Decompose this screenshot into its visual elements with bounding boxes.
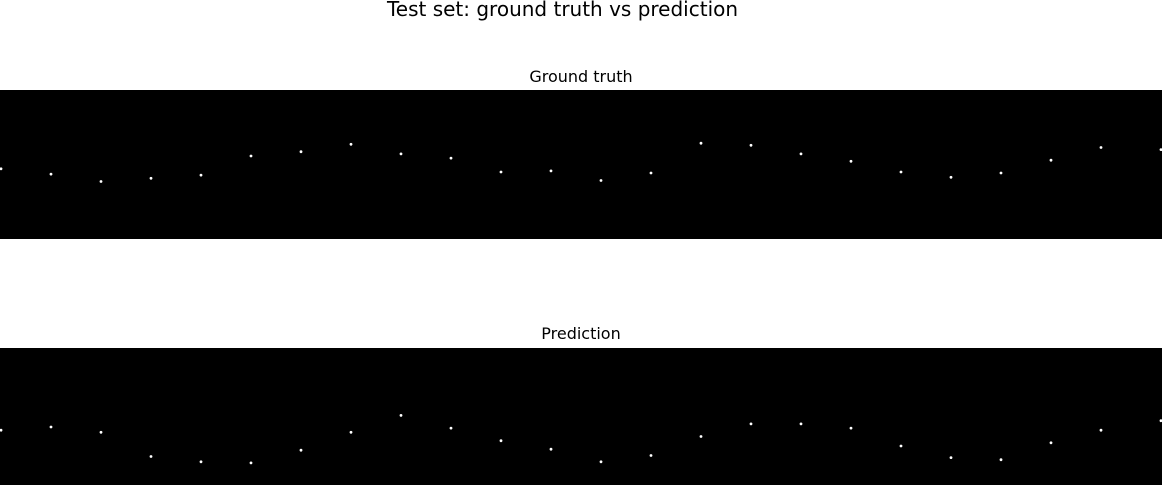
prediction-plot xyxy=(0,414,1162,465)
ground-truth-point xyxy=(499,170,503,174)
ground-truth-plot xyxy=(0,141,1162,183)
prediction-point xyxy=(499,439,503,443)
prediction-point xyxy=(449,426,453,430)
ground-truth-point xyxy=(349,142,353,146)
ground-truth-point xyxy=(49,172,53,176)
ground-truth-point xyxy=(549,169,553,173)
prediction-point xyxy=(1099,428,1103,432)
ground-truth-point xyxy=(699,141,703,145)
ground-truth-point xyxy=(449,156,453,160)
ground-truth-title: Ground truth xyxy=(529,67,633,86)
ground-truth-point xyxy=(999,171,1003,175)
prediction-point xyxy=(299,448,303,452)
prediction-point xyxy=(999,458,1003,462)
ground-truth-point xyxy=(849,159,853,163)
prediction-point xyxy=(99,430,103,434)
ground-truth-point xyxy=(949,175,953,179)
prediction-point xyxy=(799,422,803,426)
ground-truth-point xyxy=(799,152,803,156)
ground-truth-point xyxy=(299,150,303,154)
prediction-point xyxy=(199,460,203,464)
prediction-point xyxy=(399,414,403,417)
prediction-panel xyxy=(0,348,1162,485)
prediction-point xyxy=(349,430,353,434)
prediction-point xyxy=(1159,419,1162,423)
ground-truth-point xyxy=(1099,146,1103,149)
ground-truth-point xyxy=(1049,158,1053,162)
ground-truth-point xyxy=(249,154,253,158)
prediction-point xyxy=(0,428,3,432)
prediction-point xyxy=(899,444,903,448)
prediction-point xyxy=(149,455,153,458)
prediction-point xyxy=(949,456,953,459)
ground-truth-point xyxy=(0,167,3,171)
prediction-title: Prediction xyxy=(541,324,621,343)
ground-truth-point xyxy=(649,171,653,175)
prediction-point xyxy=(599,460,603,464)
ground-truth-point xyxy=(599,179,603,182)
ground-truth-point xyxy=(99,180,103,183)
prediction-point xyxy=(649,454,653,457)
prediction-point xyxy=(849,426,853,430)
ground-truth-point xyxy=(1159,148,1162,151)
ground-truth-point xyxy=(899,170,903,174)
prediction-point xyxy=(749,422,753,426)
prediction-point xyxy=(49,425,53,429)
prediction-point xyxy=(549,447,553,451)
prediction-point xyxy=(699,435,703,438)
prediction-point xyxy=(1049,441,1053,445)
ground-truth-point xyxy=(149,176,153,180)
ground-truth-point xyxy=(749,143,753,147)
prediction-point xyxy=(249,461,253,465)
ground-truth-point xyxy=(199,173,203,177)
figure-title: Test set: ground truth vs prediction xyxy=(386,0,739,21)
ground-truth-point xyxy=(399,152,403,156)
ground-truth-panel xyxy=(0,90,1162,239)
